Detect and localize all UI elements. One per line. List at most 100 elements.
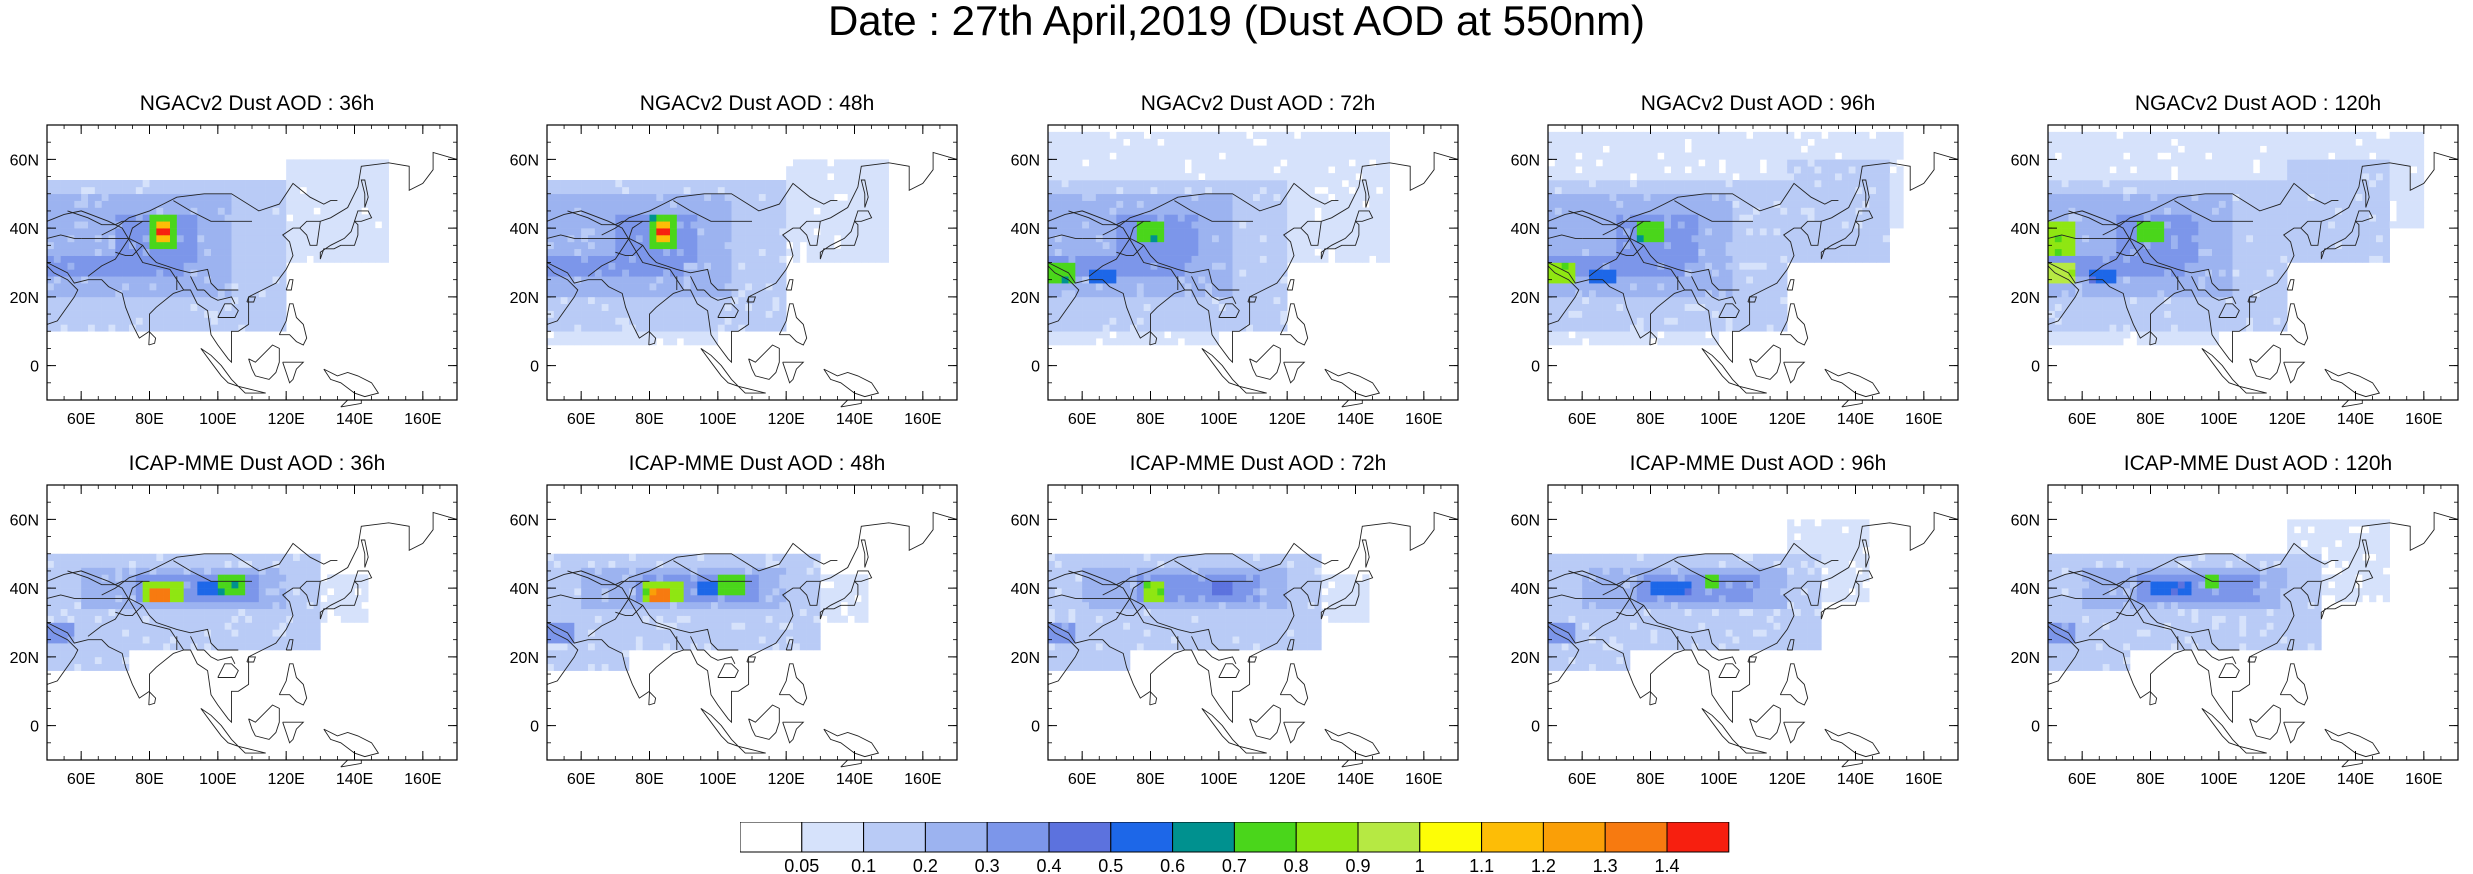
lon-tick-label: 100E: [1200, 411, 1237, 428]
map-panel-icap-mme-48h: 60N 40N 20N 0 60E 80E 100E 120E 140E 160E: [510, 484, 958, 788]
lon-tick-label: 80E: [2136, 411, 2164, 428]
lon-tick-label: 60E: [67, 771, 95, 788]
dust-aod-field: [1548, 131, 1904, 346]
lon-tick-label: 80E: [635, 411, 663, 428]
colorbar-swatch: [1048, 822, 1112, 853]
lat-tick-label: 20N: [1011, 650, 1040, 667]
lat-tick-label: 20N: [510, 290, 539, 307]
dust-aod-field: [2048, 131, 2425, 346]
map-panel-ngacv2-96h: 60N 40N 20N 0 60E 80E 100E 120E 140E 160E: [1511, 124, 1959, 428]
map-panel-ngacv2-120h: 60N 40N 20N 0 60E 80E 100E 120E 140E 160E: [2011, 124, 2459, 428]
colorbar-label: 0.2: [913, 856, 938, 872]
lon-tick-label: 120E: [267, 771, 304, 788]
colorbar-label: 1.1: [1469, 856, 1494, 872]
colorbar-label: 0.1: [851, 856, 876, 872]
lon-tick-label: 60E: [1568, 411, 1596, 428]
lon-tick-label: 100E: [199, 771, 236, 788]
colorbar-label: 1: [1415, 856, 1425, 872]
colorbar-label: 0.8: [1284, 856, 1309, 872]
dust-aod-field: [1548, 519, 1870, 671]
lat-tick-label: 0: [2031, 359, 2040, 376]
lat-tick-label: 40N: [10, 581, 39, 598]
colorbar-swatch: [1419, 822, 1483, 853]
lat-tick-label: 0: [530, 719, 539, 736]
lat-tick-label: 60N: [510, 152, 539, 169]
lat-tick-label: 60N: [2011, 512, 2040, 529]
lon-tick-label: 120E: [767, 411, 804, 428]
lon-tick-label: 120E: [267, 411, 304, 428]
lon-tick-label: 140E: [836, 411, 873, 428]
lat-tick-label: 0: [30, 359, 39, 376]
lon-tick-label: 140E: [336, 411, 373, 428]
map-panel-ngacv2-72h: 60N 40N 20N 0 60E 80E 100E 120E 140E 160E: [1011, 124, 1459, 428]
lon-tick-label: 120E: [1268, 411, 1305, 428]
lon-tick-label: 60E: [567, 411, 595, 428]
panel-title-ngac-120h: NGACv2 Dust AOD : 120h: [2134, 92, 2382, 115]
colorbar-swatch: [1357, 822, 1421, 853]
lon-tick-label: 160E: [904, 771, 941, 788]
coastlines: [1547, 511, 1959, 768]
lat-tick-label: 0: [1531, 359, 1540, 376]
panel-title-icap-72h: ICAP-MME Dust AOD : 72h: [1129, 452, 1387, 475]
lon-tick-label: 160E: [1905, 411, 1942, 428]
lat-tick-label: 0: [2031, 719, 2040, 736]
lon-tick-label: 140E: [836, 771, 873, 788]
lat-tick-label: 40N: [1511, 221, 1540, 238]
lat-tick-label: 0: [1531, 719, 1540, 736]
lat-tick-label: 20N: [510, 650, 539, 667]
lon-tick-label: 160E: [2405, 771, 2442, 788]
lon-tick-label: 80E: [135, 411, 163, 428]
lon-tick-label: 140E: [1837, 411, 1874, 428]
colorbar-label: 1.3: [1593, 856, 1618, 872]
lat-tick-label: 40N: [510, 581, 539, 598]
lon-tick-label: 120E: [2268, 411, 2305, 428]
lat-tick-label: 0: [530, 359, 539, 376]
lon-tick-label: 160E: [1905, 771, 1942, 788]
colorbar-label: 0.6: [1160, 856, 1185, 872]
lon-tick-label: 80E: [1636, 771, 1664, 788]
coastlines: [1047, 511, 1459, 768]
lon-tick-label: 80E: [1136, 411, 1164, 428]
colorbar-label: 0.4: [1036, 856, 1061, 872]
lon-tick-label: 100E: [1700, 771, 1737, 788]
coastlines: [1547, 151, 1959, 408]
coastlines: [546, 511, 958, 768]
panel-title-icap-36h: ICAP-MME Dust AOD : 36h: [128, 452, 386, 475]
lon-tick-label: 140E: [1337, 411, 1374, 428]
panel-title-ngac-48h: NGACv2 Dust AOD : 48h: [639, 92, 875, 115]
lon-tick-label: 160E: [904, 411, 941, 428]
colorbar-swatch: [1172, 822, 1235, 853]
lat-tick-label: 0: [30, 719, 39, 736]
lon-tick-label: 60E: [1568, 771, 1596, 788]
lat-tick-label: 0: [1031, 359, 1040, 376]
colorbar-swatch: [1542, 822, 1606, 853]
lon-tick-label: 100E: [2200, 771, 2237, 788]
lon-tick-label: 60E: [567, 771, 595, 788]
lat-tick-label: 20N: [1511, 650, 1540, 667]
lon-tick-label: 60E: [2068, 411, 2096, 428]
lon-tick-label: 60E: [67, 411, 95, 428]
colorbar-swatch: [1481, 822, 1544, 853]
coastlines: [2047, 511, 2459, 768]
colorbar-swatch: [1233, 822, 1297, 853]
panel-title-icap-48h: ICAP-MME Dust AOD : 48h: [628, 452, 886, 475]
lat-tick-label: 20N: [2011, 650, 2040, 667]
coastlines: [546, 151, 958, 408]
colorbar-swatch: [863, 822, 926, 853]
lon-tick-label: 80E: [635, 771, 663, 788]
lat-tick-label: 20N: [1511, 290, 1540, 307]
lon-tick-label: 100E: [699, 411, 736, 428]
panel-title-icap-120h: ICAP-MME Dust AOD : 120h: [2123, 452, 2393, 475]
lon-tick-label: 80E: [1636, 411, 1664, 428]
map-panel-ngacv2-48h: 60N 40N 20N 0 60E 80E 100E 120E 140E 160E: [510, 124, 958, 428]
lat-tick-label: 40N: [10, 221, 39, 238]
lon-tick-label: 60E: [1068, 411, 1096, 428]
lat-tick-label: 60N: [10, 152, 39, 169]
lon-tick-label: 120E: [767, 771, 804, 788]
lat-tick-label: 20N: [1011, 290, 1040, 307]
lat-tick-label: 60N: [1011, 512, 1040, 529]
lon-tick-label: 120E: [2268, 771, 2305, 788]
colorbar-swatch: [740, 822, 803, 853]
lat-tick-label: 20N: [2011, 290, 2040, 307]
panel-title-ngac-36h: NGACv2 Dust AOD : 36h: [139, 92, 375, 115]
